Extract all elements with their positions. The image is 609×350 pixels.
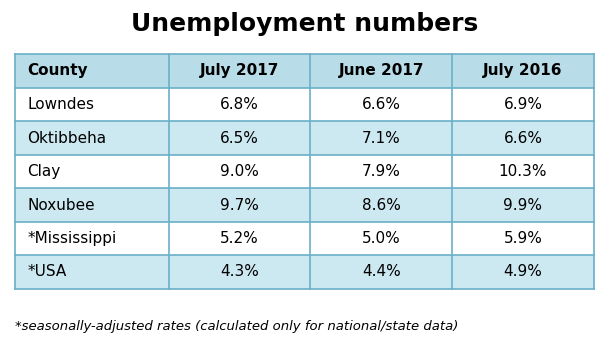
Bar [15, 222, 594, 255]
Text: 5.9%: 5.9% [504, 231, 543, 246]
Text: Oktibbeha: Oktibbeha [27, 131, 107, 146]
Text: Noxubee: Noxubee [27, 197, 95, 212]
Text: 6.8%: 6.8% [220, 97, 259, 112]
Text: 4.4%: 4.4% [362, 265, 401, 280]
Text: 6.6%: 6.6% [504, 131, 543, 146]
Text: *USA: *USA [27, 265, 66, 280]
Text: 8.6%: 8.6% [362, 197, 401, 212]
Bar [15, 188, 594, 222]
Text: July 2016: July 2016 [483, 63, 563, 78]
Bar [15, 155, 594, 188]
Text: 5.2%: 5.2% [220, 231, 259, 246]
Text: 6.9%: 6.9% [504, 97, 543, 112]
Bar [15, 255, 594, 289]
Text: 9.7%: 9.7% [220, 197, 259, 212]
Text: July 2017: July 2017 [200, 63, 279, 78]
Text: *seasonally-adjusted rates (calculated only for national/state data): *seasonally-adjusted rates (calculated o… [15, 320, 459, 333]
Text: 7.9%: 7.9% [362, 164, 401, 179]
Text: *Mississippi: *Mississippi [27, 231, 117, 246]
Text: Lowndes: Lowndes [27, 97, 94, 112]
Text: Unemployment numbers: Unemployment numbers [131, 12, 478, 36]
Bar [15, 88, 594, 121]
Text: 9.9%: 9.9% [504, 197, 543, 212]
Text: County: County [27, 63, 88, 78]
Text: 6.5%: 6.5% [220, 131, 259, 146]
Text: 9.0%: 9.0% [220, 164, 259, 179]
Text: 10.3%: 10.3% [499, 164, 547, 179]
Text: 4.3%: 4.3% [220, 265, 259, 280]
Text: 4.9%: 4.9% [504, 265, 543, 280]
Text: 7.1%: 7.1% [362, 131, 401, 146]
Bar [15, 121, 594, 155]
Text: Clay: Clay [27, 164, 61, 179]
Text: June 2017: June 2017 [339, 63, 424, 78]
Bar [15, 54, 594, 88]
Text: 5.0%: 5.0% [362, 231, 401, 246]
Text: 6.6%: 6.6% [362, 97, 401, 112]
